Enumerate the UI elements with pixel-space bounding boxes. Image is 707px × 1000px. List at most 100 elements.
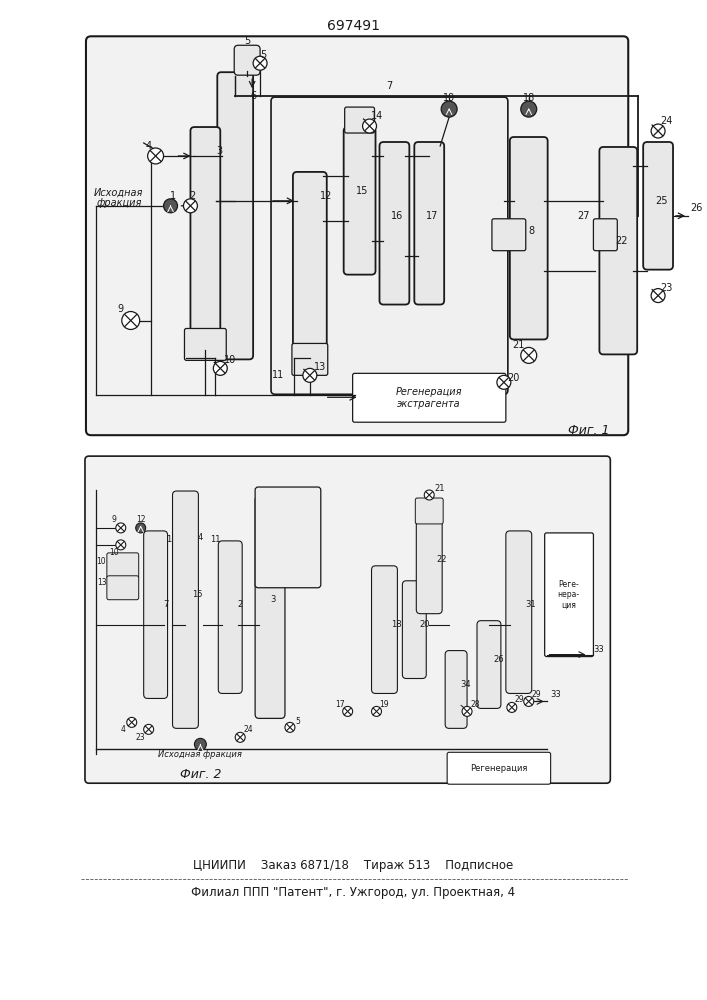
Circle shape [184, 199, 197, 213]
FancyBboxPatch shape [185, 328, 226, 360]
Circle shape [651, 289, 665, 303]
FancyBboxPatch shape [144, 531, 168, 698]
FancyBboxPatch shape [447, 752, 551, 784]
Text: 20: 20 [419, 620, 430, 629]
FancyBboxPatch shape [107, 576, 139, 600]
Text: 33: 33 [593, 645, 604, 654]
FancyBboxPatch shape [107, 553, 139, 579]
FancyBboxPatch shape [510, 137, 548, 339]
FancyBboxPatch shape [255, 496, 285, 718]
Text: 26: 26 [493, 655, 504, 664]
FancyBboxPatch shape [415, 498, 443, 524]
Circle shape [285, 722, 295, 732]
FancyBboxPatch shape [402, 581, 426, 679]
FancyBboxPatch shape [600, 147, 637, 354]
Text: 13: 13 [97, 578, 107, 587]
Text: Фиг. 1: Фиг. 1 [568, 424, 609, 437]
Text: 9: 9 [118, 304, 124, 314]
Text: 24: 24 [660, 116, 672, 126]
FancyBboxPatch shape [477, 621, 501, 708]
Text: 18: 18 [391, 620, 402, 629]
Text: 10: 10 [96, 557, 106, 566]
FancyBboxPatch shape [190, 127, 221, 354]
FancyBboxPatch shape [173, 491, 199, 728]
FancyBboxPatch shape [544, 533, 593, 657]
Text: Филиал ППП "Патент", г. Ужгород, ул. Проектная, 4: Филиал ППП "Патент", г. Ужгород, ул. Про… [191, 886, 515, 899]
Text: 1: 1 [170, 191, 175, 201]
Circle shape [235, 732, 245, 742]
Text: 2: 2 [238, 600, 243, 609]
Circle shape [651, 124, 665, 138]
Text: 6: 6 [250, 91, 256, 101]
Text: 23: 23 [136, 733, 146, 742]
FancyBboxPatch shape [218, 541, 243, 693]
Text: 31: 31 [525, 600, 536, 609]
Circle shape [214, 361, 227, 375]
Text: ЦНИИПИ    Заказ 6871/18    Тираж 513    Подписное: ЦНИИПИ Заказ 6871/18 Тираж 513 Подписное [192, 859, 513, 872]
Text: 10: 10 [224, 355, 236, 365]
FancyBboxPatch shape [293, 172, 327, 364]
Text: 29: 29 [515, 695, 525, 704]
Circle shape [524, 696, 534, 706]
Text: 19: 19 [443, 93, 455, 103]
Text: 28: 28 [470, 700, 480, 709]
Circle shape [462, 706, 472, 716]
Circle shape [116, 540, 126, 550]
Text: 16: 16 [391, 211, 404, 221]
FancyBboxPatch shape [86, 36, 629, 435]
FancyBboxPatch shape [344, 127, 375, 275]
Circle shape [122, 312, 140, 329]
Circle shape [424, 490, 434, 500]
Text: 3: 3 [270, 595, 276, 604]
FancyBboxPatch shape [372, 566, 397, 693]
Text: 15: 15 [192, 590, 203, 599]
Text: 34: 34 [461, 680, 472, 689]
FancyBboxPatch shape [492, 219, 526, 251]
Text: 2: 2 [189, 191, 196, 201]
FancyBboxPatch shape [353, 373, 506, 422]
Circle shape [363, 119, 377, 133]
Text: Регенерация: Регенерация [470, 764, 527, 773]
Text: 21: 21 [434, 484, 445, 493]
Circle shape [163, 199, 177, 213]
Circle shape [116, 523, 126, 533]
Text: фракция: фракция [96, 198, 141, 208]
Text: 4: 4 [198, 533, 203, 542]
Text: 5: 5 [244, 36, 250, 46]
Text: 11: 11 [272, 370, 284, 380]
Circle shape [148, 148, 163, 164]
Text: 10: 10 [109, 548, 119, 557]
Circle shape [521, 347, 537, 363]
Circle shape [127, 717, 136, 727]
Text: 26: 26 [690, 203, 702, 213]
Text: 14: 14 [371, 111, 384, 121]
Text: Фиг. 2: Фиг. 2 [180, 768, 221, 781]
Text: 17: 17 [426, 211, 438, 221]
FancyBboxPatch shape [414, 142, 444, 305]
Circle shape [372, 706, 382, 716]
Circle shape [521, 101, 537, 117]
Text: Регенерация
экстрагента: Регенерация экстрагента [396, 387, 462, 409]
Text: 9: 9 [112, 515, 116, 524]
Text: 4: 4 [120, 725, 125, 734]
FancyBboxPatch shape [380, 142, 409, 305]
Text: 29: 29 [532, 690, 542, 699]
Text: 22: 22 [615, 236, 628, 246]
Text: Реге-
нера-
ция: Реге- нера- ция [558, 580, 580, 610]
FancyBboxPatch shape [416, 516, 442, 614]
FancyBboxPatch shape [643, 142, 673, 270]
Circle shape [497, 375, 511, 389]
Circle shape [507, 702, 517, 712]
FancyBboxPatch shape [292, 343, 328, 375]
FancyBboxPatch shape [345, 107, 375, 133]
Text: 5: 5 [260, 50, 267, 60]
FancyBboxPatch shape [234, 45, 260, 75]
Text: 697491: 697491 [327, 19, 380, 33]
Text: 21: 21 [513, 340, 525, 350]
FancyBboxPatch shape [593, 219, 617, 251]
Text: 12: 12 [320, 191, 332, 201]
Text: 12: 12 [136, 515, 146, 524]
Text: 1: 1 [166, 535, 171, 544]
Circle shape [144, 724, 153, 734]
Text: 33: 33 [551, 690, 561, 699]
